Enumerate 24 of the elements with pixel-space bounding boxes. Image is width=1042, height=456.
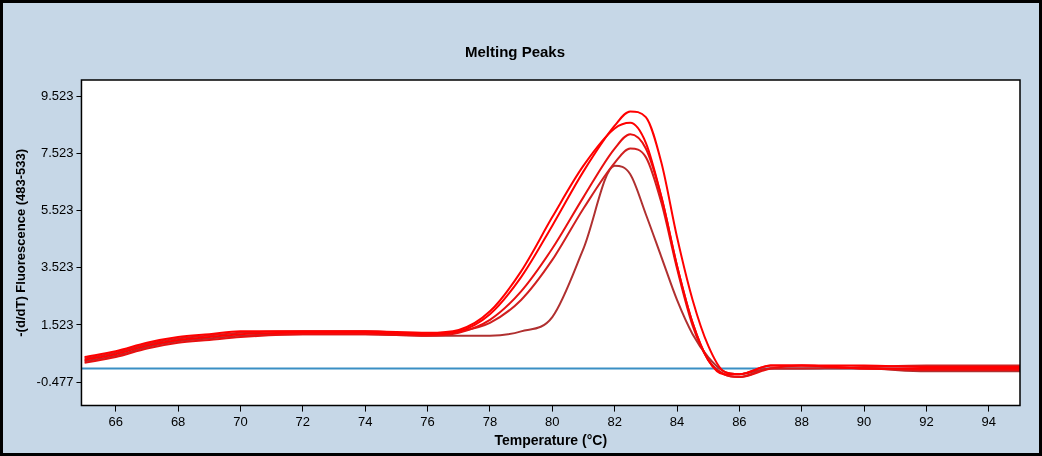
y-tick-label: 7.523	[40, 145, 74, 161]
y-tick-label: 3.523	[40, 259, 74, 275]
x-tick-label: 82	[607, 413, 622, 429]
x-tick-label: 78	[482, 413, 498, 429]
x-tick-label: 74	[357, 413, 373, 429]
y-tick-label: -0.477	[36, 373, 74, 389]
x-tick-label: 66	[108, 413, 123, 429]
x-tick-label: 86	[732, 413, 747, 429]
y-axis-title: -(d/dT) Fluorescence (483-533)	[13, 148, 29, 337]
y-tick-label: 9.523	[40, 88, 74, 104]
y-tick-label: 5.523	[40, 202, 74, 218]
x-tick-label: 72	[295, 413, 311, 429]
y-tick-label: 1.523	[40, 316, 74, 332]
x-tick-label: 92	[919, 413, 934, 429]
x-tick-label: 68	[170, 413, 186, 429]
chart-title: Melting Peaks	[464, 43, 566, 61]
x-tick-label: 94	[981, 413, 997, 429]
x-tick-label: 76	[420, 413, 435, 429]
x-tick-label: 88	[794, 413, 809, 429]
x-tick-label: 70	[233, 413, 248, 429]
x-tick-label: 90	[856, 413, 872, 429]
x-tick-label: 84	[669, 413, 685, 429]
x-tick-label: 80	[545, 413, 560, 429]
x-axis-title: Temperature (°C)	[494, 432, 608, 449]
